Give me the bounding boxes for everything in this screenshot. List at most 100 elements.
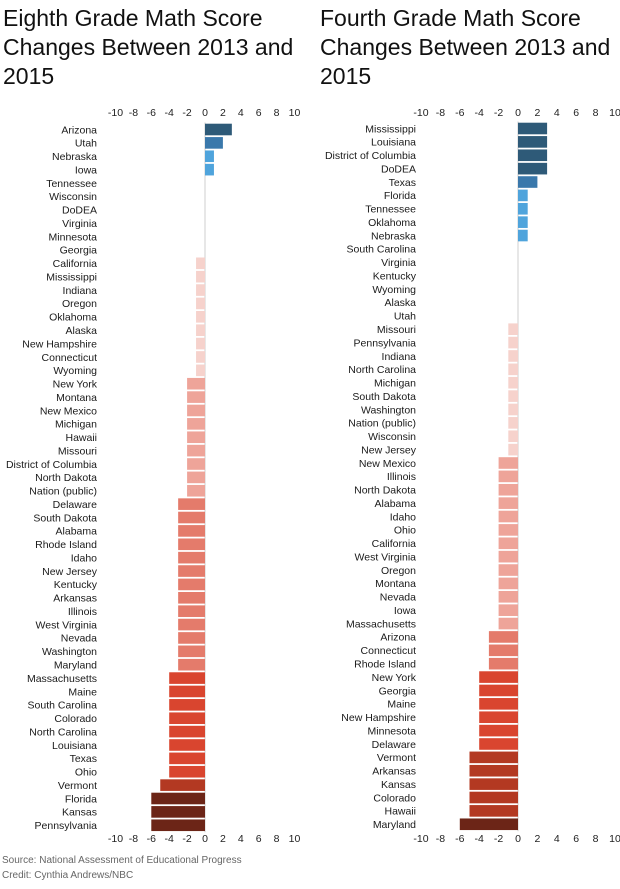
- top-axis-tick-label: -10: [108, 107, 123, 119]
- bar: [488, 644, 518, 657]
- bar: [508, 363, 518, 376]
- bar: [169, 725, 205, 738]
- top-axis-tick-label: 10: [289, 107, 301, 119]
- category-label: Idaho: [71, 552, 97, 564]
- bar: [196, 337, 205, 350]
- bar: [178, 538, 205, 551]
- bar: [498, 591, 518, 603]
- category-label: Kansas: [381, 779, 416, 791]
- category-label: Pennsylvania: [354, 337, 417, 349]
- bar: [178, 645, 205, 658]
- bar: [479, 724, 518, 737]
- category-label: Connecticut: [42, 352, 98, 364]
- top-axis-tick-label: 8: [593, 107, 599, 119]
- bar: [498, 524, 518, 536]
- category-label: Alabama: [375, 498, 417, 510]
- category-label: Illinois: [68, 606, 97, 618]
- bottom-axis-tick-label: 0: [515, 833, 521, 845]
- category-label: Alabama: [56, 526, 98, 538]
- category-label: Nebraska: [52, 151, 97, 163]
- top-axis-tick-label: 4: [238, 107, 244, 119]
- bottom-axis-tick-label: -8: [436, 833, 445, 845]
- bar: [469, 751, 518, 764]
- bottom-axis-tick-label: -4: [165, 833, 174, 845]
- category-label: Washington: [361, 404, 416, 416]
- top-axis-tick-label: 8: [274, 107, 280, 119]
- category-label: North Carolina: [348, 364, 416, 376]
- category-label: North Dakota: [35, 472, 97, 484]
- bar: [196, 257, 205, 270]
- bar: [151, 792, 205, 805]
- bottom-axis-tick-label: 8: [274, 833, 280, 845]
- category-label: Alaska: [384, 297, 416, 309]
- category-label: Maine: [68, 686, 97, 698]
- category-label: Wyoming: [372, 284, 416, 296]
- bar: [178, 498, 205, 510]
- bar: [178, 632, 205, 644]
- category-label: Iowa: [75, 164, 97, 176]
- category-label: California: [372, 538, 417, 550]
- category-label: Rhode Island: [35, 539, 97, 551]
- bar: [508, 376, 518, 389]
- bar: [187, 404, 205, 417]
- bar: [488, 631, 518, 643]
- bar: [187, 418, 205, 430]
- category-label: Oklahoma: [49, 312, 97, 324]
- category-label: Wisconsin: [49, 191, 97, 203]
- bar: [178, 565, 205, 577]
- bar: [518, 189, 528, 202]
- category-label: New Jersey: [361, 444, 417, 456]
- bar: [479, 684, 518, 697]
- category-label: Texas: [70, 753, 97, 765]
- bottom-axis-tick-label: 4: [238, 833, 244, 845]
- category-label: West Virginia: [36, 619, 98, 631]
- top-axis-tick-label: -4: [475, 107, 484, 119]
- category-label: Kentucky: [54, 579, 98, 591]
- category-label: North Dakota: [354, 485, 416, 497]
- eighth-grade-chart: -10 -8 -6 -4 -2 0 2 4 6 8 10-10 -8 -6 -4 -2 0 2 4 6 8 10Ariz…: [6, 107, 301, 845]
- bar: [518, 149, 548, 162]
- category-label: New Jersey: [42, 566, 98, 578]
- category-label: Rhode Island: [354, 659, 416, 671]
- category-label: Mississippi: [46, 271, 97, 283]
- category-label: North Carolina: [29, 726, 97, 738]
- fourth-grade-chart: -10 -8 -6 -4 -2 0 2 4 6 8 10 -10 -8 -6 -4 -2 0 2 4 6 8 10 Miss…: [325, 107, 620, 845]
- top-axis-tick-label: -6: [147, 107, 156, 119]
- category-label: Texas: [389, 177, 416, 189]
- bottom-axis-tick-label: 2: [534, 833, 540, 845]
- bottom-axis-tick-label: -8: [129, 833, 138, 845]
- category-label: Ohio: [394, 525, 416, 537]
- bottom-axis-tick-label: 0: [202, 833, 208, 845]
- bar: [508, 443, 518, 456]
- category-label: Arizona: [61, 124, 97, 136]
- category-label: Tennessee: [365, 204, 416, 216]
- bar: [469, 805, 518, 817]
- credit-note: Credit: Cynthia Andrews/NBC: [2, 870, 134, 881]
- category-label: Maryland: [373, 819, 416, 831]
- category-label: Kentucky: [373, 270, 417, 282]
- category-label: Montana: [375, 578, 416, 590]
- bar: [169, 672, 205, 684]
- category-label: New Mexico: [40, 405, 97, 417]
- category-label: Wisconsin: [368, 431, 416, 443]
- bar: [518, 229, 528, 242]
- bar: [479, 711, 518, 724]
- bar: [469, 764, 518, 777]
- bar: [205, 123, 232, 136]
- top-axis-tick-label: 6: [256, 107, 262, 119]
- category-label: South Dakota: [352, 391, 416, 403]
- category-label: Iowa: [394, 605, 416, 617]
- bar: [498, 577, 518, 590]
- bar: [196, 351, 205, 363]
- category-label: Louisiana: [371, 137, 416, 149]
- fourth-grade-chart-title: Fourth Grade Math Score Changes Between …: [320, 5, 611, 89]
- category-label: Oregon: [62, 298, 97, 310]
- bar: [479, 671, 518, 683]
- top-axis-tick-label: 4: [554, 107, 560, 119]
- bottom-axis-tick-label: 10: [609, 833, 620, 845]
- category-label: Wyoming: [53, 365, 97, 377]
- bar: [518, 162, 548, 175]
- category-label: Missouri: [377, 324, 416, 336]
- category-label: Maryland: [54, 660, 97, 672]
